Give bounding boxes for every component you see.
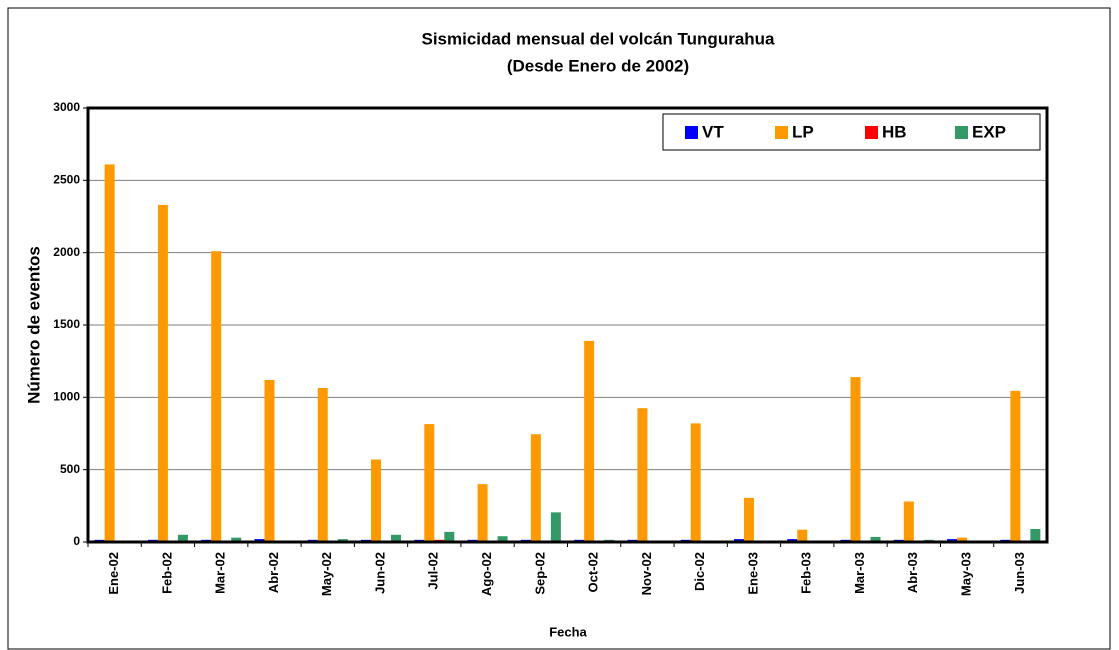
y-tick-label: 3000 xyxy=(53,100,80,114)
x-tick-label: Mar-03 xyxy=(852,552,867,594)
bar xyxy=(177,534,188,542)
y-tick-label: 2500 xyxy=(53,173,80,187)
x-tick-label: May-02 xyxy=(319,552,334,596)
x-tick-label: Mar-02 xyxy=(213,552,228,594)
bar xyxy=(870,536,881,542)
x-tick-label: Dic-02 xyxy=(692,552,707,591)
bar xyxy=(264,379,275,542)
bar xyxy=(371,459,382,542)
bar xyxy=(530,434,541,542)
legend-label: VT xyxy=(702,122,724,141)
bar xyxy=(497,536,508,542)
x-tick-label: Ago-02 xyxy=(479,552,494,596)
x-tick-label: Abr-02 xyxy=(266,552,281,593)
bar xyxy=(850,377,861,542)
bar xyxy=(1010,390,1021,542)
bar xyxy=(104,164,115,543)
x-tick-label: Jun-02 xyxy=(372,552,387,594)
y-axis-label: Número de eventos xyxy=(24,246,43,404)
x-tick-label: Abr-03 xyxy=(905,552,920,593)
bar xyxy=(957,537,968,542)
bar xyxy=(584,340,595,542)
legend-label: HB xyxy=(882,122,907,141)
bar xyxy=(231,537,242,542)
y-tick-label: 500 xyxy=(60,462,80,476)
bar xyxy=(637,408,648,542)
bar xyxy=(903,501,914,542)
bar xyxy=(317,387,328,542)
bar xyxy=(211,251,222,542)
bar xyxy=(157,204,168,542)
y-tick-label: 2000 xyxy=(53,245,80,259)
x-tick-label: Feb-03 xyxy=(799,552,814,594)
x-tick-label: Ene-03 xyxy=(745,552,760,595)
y-tick-label: 1500 xyxy=(53,317,80,331)
legend-swatch xyxy=(865,126,878,139)
bar xyxy=(424,424,435,542)
bar xyxy=(690,423,701,542)
legend-box xyxy=(662,113,1041,151)
bar xyxy=(1030,528,1041,542)
bar xyxy=(550,512,561,542)
legend-swatch xyxy=(685,126,698,139)
bar xyxy=(391,534,402,542)
x-tick-label: Nov-02 xyxy=(639,552,654,595)
y-tick-label: 1000 xyxy=(53,390,80,404)
x-axis-label: Fecha xyxy=(549,624,587,639)
legend-label: EXP xyxy=(972,122,1006,141)
x-tick-label: Jul-02 xyxy=(426,552,441,590)
bar xyxy=(444,531,455,542)
chart-title: Sismicidad mensual del volcán Tungurahua xyxy=(422,29,776,48)
plot-border xyxy=(86,106,1049,544)
legend-swatch xyxy=(775,126,788,139)
x-tick-label: Oct-02 xyxy=(586,552,601,592)
legend-label: LP xyxy=(792,122,814,141)
x-tick-label: Jun-03 xyxy=(1012,552,1027,594)
x-tick-label: May-03 xyxy=(959,552,974,596)
x-tick-label: Ene-02 xyxy=(106,552,121,595)
x-tick-label: Feb-02 xyxy=(159,552,174,594)
bar xyxy=(477,484,488,542)
chart-subtitle: (Desde Enero de 2002) xyxy=(507,56,689,75)
x-tick-label: Sep-02 xyxy=(532,552,547,595)
y-tick-label: 0 xyxy=(73,534,80,548)
legend-swatch xyxy=(955,126,968,139)
bar xyxy=(797,529,808,542)
bar xyxy=(743,497,754,542)
